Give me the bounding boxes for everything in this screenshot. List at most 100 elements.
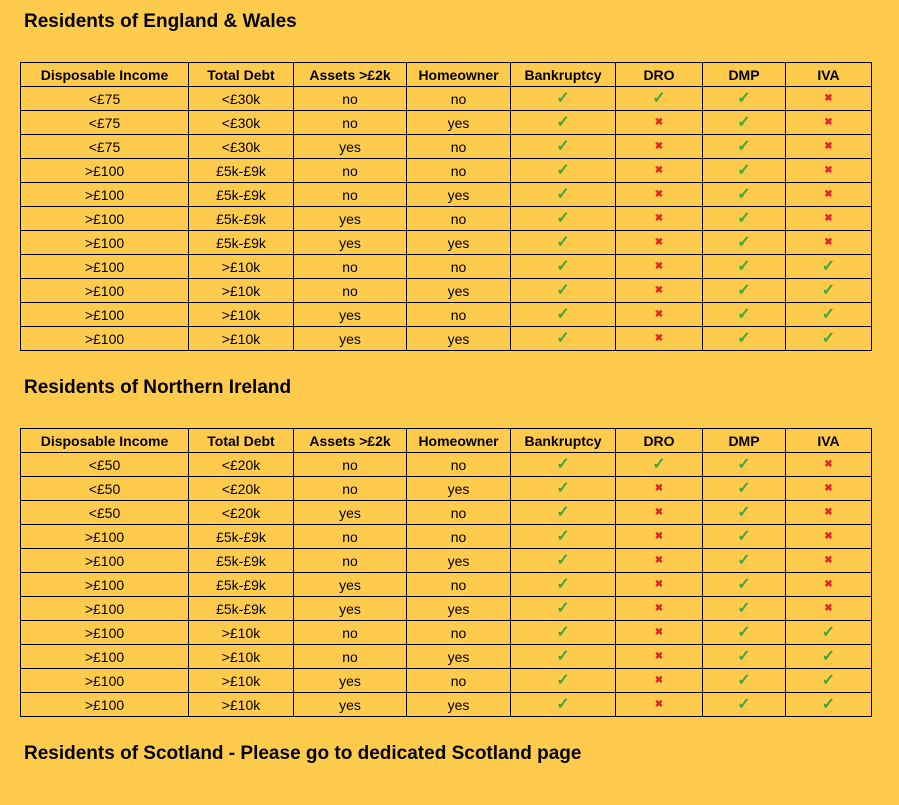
table-cell: >£10k bbox=[188, 254, 294, 279]
table-cell: no bbox=[293, 158, 407, 183]
table-row: <£75 <£30k yes no ✓ ✖ ✓ ✖ bbox=[20, 134, 872, 159]
status-icon: ✓ bbox=[785, 668, 872, 693]
table-cell: <£75 bbox=[20, 86, 189, 111]
header-cell: DRO bbox=[615, 428, 703, 453]
status-icon: ✖ bbox=[615, 524, 703, 549]
table-cell: no bbox=[406, 158, 511, 183]
status-icon: ✖ bbox=[615, 182, 703, 207]
table-cell: no bbox=[406, 302, 511, 327]
status-icon: ✓ bbox=[702, 524, 786, 549]
status-icon: ✖ bbox=[615, 134, 703, 159]
status-icon: ✖ bbox=[615, 326, 703, 351]
status-icon: ✓ bbox=[510, 500, 616, 525]
status-icon: ✓ bbox=[510, 182, 616, 207]
table-cell: £5k-£9k bbox=[188, 206, 294, 231]
table-row: <£75 <£30k no yes ✓ ✖ ✓ ✖ bbox=[20, 110, 872, 135]
table-row: >£100 £5k-£9k no yes ✓ ✖ ✓ ✖ bbox=[20, 182, 872, 207]
table-cell: <£75 bbox=[20, 134, 189, 159]
status-icon: ✖ bbox=[615, 692, 703, 717]
status-icon: ✓ bbox=[510, 572, 616, 597]
table-cell: >£10k bbox=[188, 326, 294, 351]
status-icon: ✖ bbox=[785, 182, 872, 207]
options-table: Disposable Income Total Debt Assets >£2k Ho… bbox=[20, 428, 872, 717]
status-icon: ✓ bbox=[785, 302, 872, 327]
table-cell: no bbox=[406, 86, 511, 111]
status-icon: ✖ bbox=[785, 110, 872, 135]
table-cell: no bbox=[406, 668, 511, 693]
table-cell: yes bbox=[406, 596, 511, 621]
status-icon: ✓ bbox=[510, 134, 616, 159]
table-row: >£100 >£10k yes yes ✓ ✖ ✓ ✓ bbox=[20, 326, 872, 351]
status-icon: ✓ bbox=[615, 86, 703, 111]
header-row: Disposable Income Total Debt Assets >£2k Ho… bbox=[20, 62, 872, 87]
status-icon: ✖ bbox=[785, 206, 872, 231]
status-icon: ✓ bbox=[702, 254, 786, 279]
table-cell: >£100 bbox=[20, 302, 189, 327]
status-icon: ✓ bbox=[702, 548, 786, 573]
table-cell: >£100 bbox=[20, 692, 189, 717]
status-icon: ✓ bbox=[702, 596, 786, 621]
status-icon: ✓ bbox=[510, 452, 616, 477]
table-cell: no bbox=[293, 182, 407, 207]
table-cell: >£100 bbox=[20, 206, 189, 231]
table-cell: >£100 bbox=[20, 278, 189, 303]
table-cell: <£30k bbox=[188, 134, 294, 159]
status-icon: ✓ bbox=[785, 692, 872, 717]
footer-note: Residents of Scotland - Please go to ded… bbox=[24, 743, 582, 764]
table-cell: yes bbox=[293, 206, 407, 231]
status-icon: ✖ bbox=[615, 548, 703, 573]
header-cell: IVA bbox=[785, 428, 872, 453]
table-row: >£100 £5k-£9k no yes ✓ ✖ ✓ ✖ bbox=[20, 548, 872, 573]
status-icon: ✖ bbox=[615, 572, 703, 597]
status-icon: ✓ bbox=[702, 476, 786, 501]
status-icon: ✓ bbox=[702, 230, 786, 255]
status-icon: ✖ bbox=[785, 86, 872, 111]
table-cell: yes bbox=[406, 182, 511, 207]
status-icon: ✓ bbox=[702, 182, 786, 207]
header-cell: Assets >£2k bbox=[293, 428, 407, 453]
table-cell: yes bbox=[406, 230, 511, 255]
status-icon: ✖ bbox=[785, 548, 872, 573]
status-icon: ✓ bbox=[510, 476, 616, 501]
table-cell: yes bbox=[293, 500, 407, 525]
table-cell: >£100 bbox=[20, 668, 189, 693]
table-row: >£100 >£10k no yes ✓ ✖ ✓ ✓ bbox=[20, 278, 872, 303]
table-row: >£100 >£10k yes no ✓ ✖ ✓ ✓ bbox=[20, 302, 872, 327]
table-cell: no bbox=[293, 110, 407, 135]
header-cell: Disposable Income bbox=[20, 428, 189, 453]
status-icon: ✖ bbox=[615, 500, 703, 525]
status-icon: ✓ bbox=[510, 596, 616, 621]
table-cell: no bbox=[406, 500, 511, 525]
status-icon: ✓ bbox=[785, 278, 872, 303]
header-cell: Bankruptcy bbox=[510, 62, 616, 87]
table-cell: £5k-£9k bbox=[188, 572, 294, 597]
table-cell: yes bbox=[406, 476, 511, 501]
table-cell: yes bbox=[293, 668, 407, 693]
table-cell: £5k-£9k bbox=[188, 596, 294, 621]
status-icon: ✖ bbox=[615, 596, 703, 621]
table-cell: <£20k bbox=[188, 452, 294, 477]
table-row: >£100 >£10k yes no ✓ ✖ ✓ ✓ bbox=[20, 668, 872, 693]
table-cell: no bbox=[406, 206, 511, 231]
status-icon: ✖ bbox=[615, 230, 703, 255]
status-icon: ✖ bbox=[785, 230, 872, 255]
status-icon: ✓ bbox=[510, 302, 616, 327]
table-cell: no bbox=[293, 476, 407, 501]
status-icon: ✓ bbox=[702, 134, 786, 159]
table-cell: >£10k bbox=[188, 692, 294, 717]
status-icon: ✖ bbox=[785, 476, 872, 501]
table-cell: no bbox=[406, 134, 511, 159]
table-cell: >£100 bbox=[20, 548, 189, 573]
status-icon: ✓ bbox=[510, 620, 616, 645]
status-icon: ✓ bbox=[702, 452, 786, 477]
table-cell: >£10k bbox=[188, 644, 294, 669]
table-row: >£100 >£10k yes yes ✓ ✖ ✓ ✓ bbox=[20, 692, 872, 717]
header-cell: Assets >£2k bbox=[293, 62, 407, 87]
table-cell: yes bbox=[406, 110, 511, 135]
status-icon: ✖ bbox=[615, 644, 703, 669]
table-cell: £5k-£9k bbox=[188, 524, 294, 549]
table-cell: >£100 bbox=[20, 182, 189, 207]
table-cell: yes bbox=[406, 326, 511, 351]
status-icon: ✓ bbox=[702, 278, 786, 303]
table-row: >£100 >£10k no no ✓ ✖ ✓ ✓ bbox=[20, 254, 872, 279]
